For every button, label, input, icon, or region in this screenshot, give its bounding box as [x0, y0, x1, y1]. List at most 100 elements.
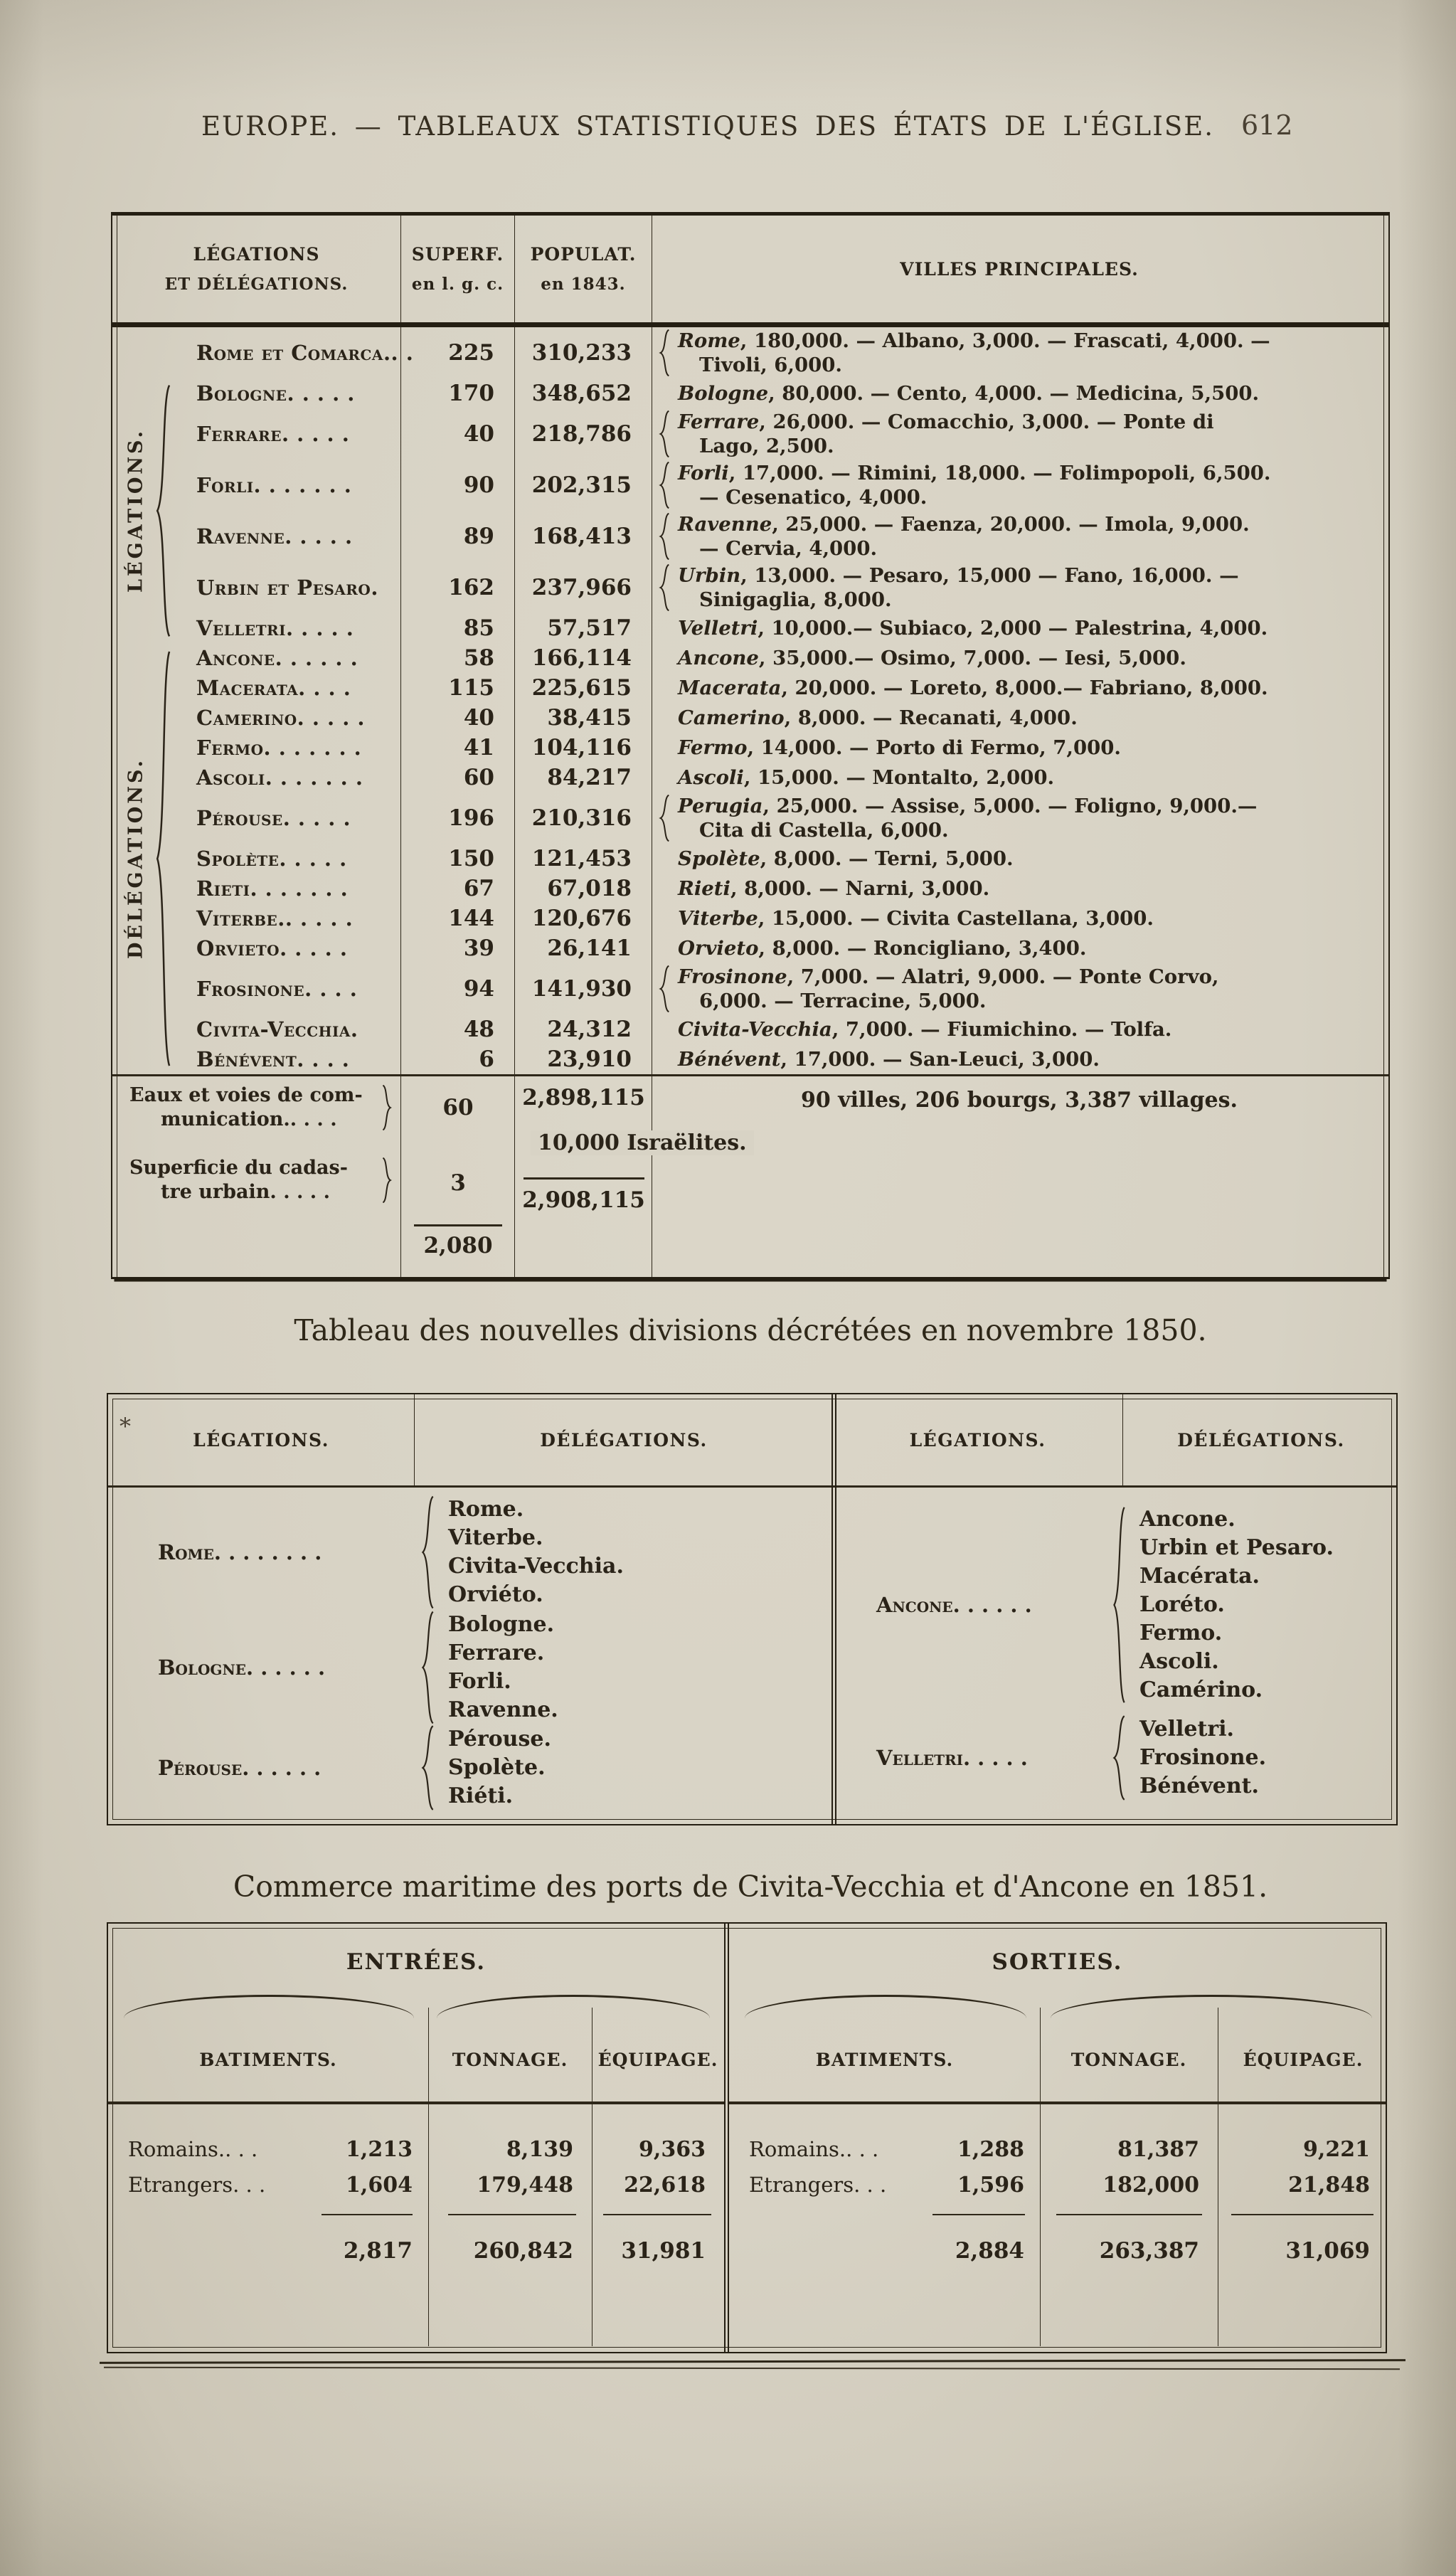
row-superficie: 48 [401, 1014, 515, 1044]
table-row: Bénévent. . . . 6 23,910 Bénévent, 17,00… [112, 1044, 1388, 1074]
tonnage-value: 182,000 [1102, 2172, 1199, 2198]
row-population: 202,315 [515, 460, 652, 511]
villes-line1: Ancone, 35,000.— Osimo, 7,000. — Iesi, 5… [678, 647, 1186, 669]
summary-superficie-cadastre: 3 [450, 1170, 466, 1196]
villes-line1: Forli, 17,000. — Rimini, 18,000. — Folim… [678, 462, 1271, 484]
brace-villes [658, 462, 671, 509]
tonnage-value: 81,387 [1117, 2136, 1199, 2162]
row-superficie: 94 [401, 963, 515, 1014]
brace-delegations [154, 647, 172, 1070]
legation-group: Pérouse. . . . . . Pérouse. Spolète. Rié… [108, 1725, 831, 1811]
row-name: Fermo. . . . . . . [112, 733, 401, 763]
equipage-total: 31,069 [1285, 2238, 1370, 2264]
right-half: Ancone. . . . . . Ancone. Urbin et Pesar… [836, 1488, 1396, 1818]
villes-line2: Cita di Castella, 6,000. [699, 819, 949, 842]
row-villes: Ascoli, 15,000. — Montalto, 2,000. [652, 763, 1386, 793]
page-number: 612 [1241, 110, 1293, 141]
table-row: Frosinone. . . . 94 141,930 Frosinone, 7… [112, 963, 1388, 1014]
column-header-tonnage: TONNAGE. [1070, 2049, 1187, 2070]
header-rule [108, 2101, 724, 2104]
legation-name: Pérouse. . . . . . [158, 1755, 322, 1780]
page-title: EUROPE. — TABLEAUX STATISTIQUES DES ÉTAT… [201, 111, 1214, 142]
table-row: Ravenne. . . . . 89 168,413 Ravenne, 25,… [112, 511, 1388, 562]
total-rule [603, 2214, 711, 2215]
row-name: Ancone. . . . . . [112, 643, 401, 673]
equipage-value: 21,848 [1288, 2172, 1370, 2198]
row-name: Orvieto. . . . . [112, 933, 401, 963]
row-superficie: 40 [401, 703, 515, 733]
brace-group [420, 1725, 435, 1811]
tonnage-value: 8,139 [506, 2136, 573, 2162]
batiments-value: 1,288 [957, 2136, 1024, 2162]
row-name: Forli. . . . . . . [112, 460, 401, 511]
row-population: 168,413 [515, 511, 652, 562]
row-villes: Camerino, 8,000. — Recanati, 4,000. [652, 703, 1386, 733]
table-maritime-commerce: ENTRÉES. BATIMENTS. TONNAGE. ÉQUIPAGE. R… [107, 1922, 1387, 2353]
row-villes: Rieti, 8,000. — Narni, 3,000. [652, 874, 1386, 903]
row-population: 26,141 [515, 933, 652, 963]
table-body: Rome. . . . . . . . Rome. Viterbe. Civit… [108, 1488, 1396, 1818]
villes-line2: 6,000. — Terracine, 5,000. [699, 990, 987, 1012]
left-half: Rome. . . . . . . . Rome. Viterbe. Civit… [108, 1488, 831, 1818]
table-row: Pérouse. . . . . 196 210,316 Perugia, 25… [112, 793, 1388, 844]
delegations-list: Rome. Viterbe. Civita-Vecchia. Orviéto. [448, 1497, 624, 1608]
row-villes: Bologne, 80,000. — Cento, 4,000. — Medic… [652, 378, 1386, 408]
sorties-label: SORTIES. [992, 1949, 1123, 1975]
row-name: Rome et Comarca.. . [112, 327, 413, 378]
row-superficie: 41 [401, 733, 515, 763]
villes-line1: Macerata, 20,000. — Loreto, 8,000.— Fabr… [678, 677, 1268, 699]
row-superficie: 40 [401, 408, 515, 460]
row-name: Frosinone. . . . [112, 963, 401, 1014]
table-header-row: LÉGATIONS ET DÉLÉGATIONS. SUPERF. en l. … [112, 216, 1388, 327]
row-villes: Fermo, 14,000. — Porto di Fermo, 7,000. [652, 733, 1386, 763]
row-population: 166,114 [515, 643, 652, 673]
table-row: Ascoli. . . . . . . 60 84,217 Ascoli, 15… [112, 763, 1388, 793]
column-headers: BATIMENTS. TONNAGE. ÉQUIPAGE. [108, 2018, 724, 2101]
total-rule [322, 2214, 413, 2215]
row-name: Viterbe.. . . . . [112, 903, 401, 933]
batiments-cell: Romains.. . . 1,288 [729, 2137, 1040, 2162]
row-population: 237,966 [515, 562, 652, 613]
row-superficie: 58 [401, 643, 515, 673]
column-rule [514, 1076, 515, 1277]
brace-villes [658, 410, 671, 457]
column-rule [400, 1076, 401, 1277]
row-superficie: 67 [401, 874, 515, 903]
legation-name: Velletri. . . . . [876, 1746, 1028, 1770]
column-header-batiments: BATIMENTS. [815, 2049, 954, 2070]
villes-line2: Sinigaglia, 8,000. [699, 588, 892, 611]
row-name: Bologne. . . . . [112, 378, 401, 408]
summary-label-cadastre: Superficie du cadas- tre urbain. . . . . [129, 1157, 348, 1203]
row-superficie: 39 [401, 933, 515, 963]
table-legations-statistics: LÉGATIONS ET DÉLÉGATIONS. SUPERF. en l. … [111, 212, 1390, 1279]
table-row: Orvieto. . . . . 39 26,141 Orvieto, 8,00… [112, 933, 1388, 963]
brace-group [1111, 1505, 1127, 1705]
header-rule [729, 2101, 1386, 2104]
villes-line1: Orvieto, 8,000. — Roncigliano, 3,400. [678, 937, 1087, 960]
brace-villes [658, 965, 671, 1012]
row-villes: Velletri, 10,000.— Subiaco, 2,000 — Pale… [652, 613, 1386, 643]
row-population: 348,652 [515, 378, 652, 408]
table-new-divisions: * LÉGATIONS. DÉLÉGATIONS. LÉGATIONS. DÉL… [107, 1393, 1398, 1825]
page-bottom-rule [99, 2359, 1406, 2364]
table-row: Bologne. . . . . 170 348,652 Bologne, 80… [112, 378, 1388, 408]
row-name: Ferrare. . . . . [112, 408, 401, 460]
row-superficie: 170 [401, 378, 515, 408]
caption-new-divisions: Tableau des nouvelles divisions décrétée… [294, 1313, 1207, 1347]
row-population: 218,786 [515, 408, 652, 460]
table-row: Viterbe.. . . . . 144 120,676 Viterbe, 1… [112, 903, 1388, 933]
villes-line1: Frosinone, 7,000. — Alatri, 9,000. — Pon… [678, 965, 1219, 988]
batiments-cell: Romains.. . . 1,213 [108, 2137, 428, 2162]
villes-line2: — Cervia, 4,000. [699, 537, 878, 560]
table-header-row: LÉGATIONS. DÉLÉGATIONS. LÉGATIONS. DÉLÉG… [108, 1394, 1396, 1488]
row-superficie: 6 [401, 1044, 515, 1074]
row-villes: Ferrare, 26,000. — Comacchio, 3,000. — P… [652, 408, 1386, 460]
row-population: 210,316 [515, 793, 652, 844]
column-header-population: POPULAT. en 1843. [515, 216, 652, 322]
summary-label-eaux: Eaux et voies de com- munication.. . . . [129, 1084, 363, 1130]
row-name: Ravenne. . . . . [112, 511, 401, 562]
villes-line1: Civita-Vecchia, 7,000. — Fiumichino. — T… [678, 1018, 1172, 1041]
villes-line2: — Cesenatico, 4,000. [699, 486, 928, 509]
legation-group: Velletri. . . . . Velletri. Frosinone. B… [836, 1715, 1396, 1801]
